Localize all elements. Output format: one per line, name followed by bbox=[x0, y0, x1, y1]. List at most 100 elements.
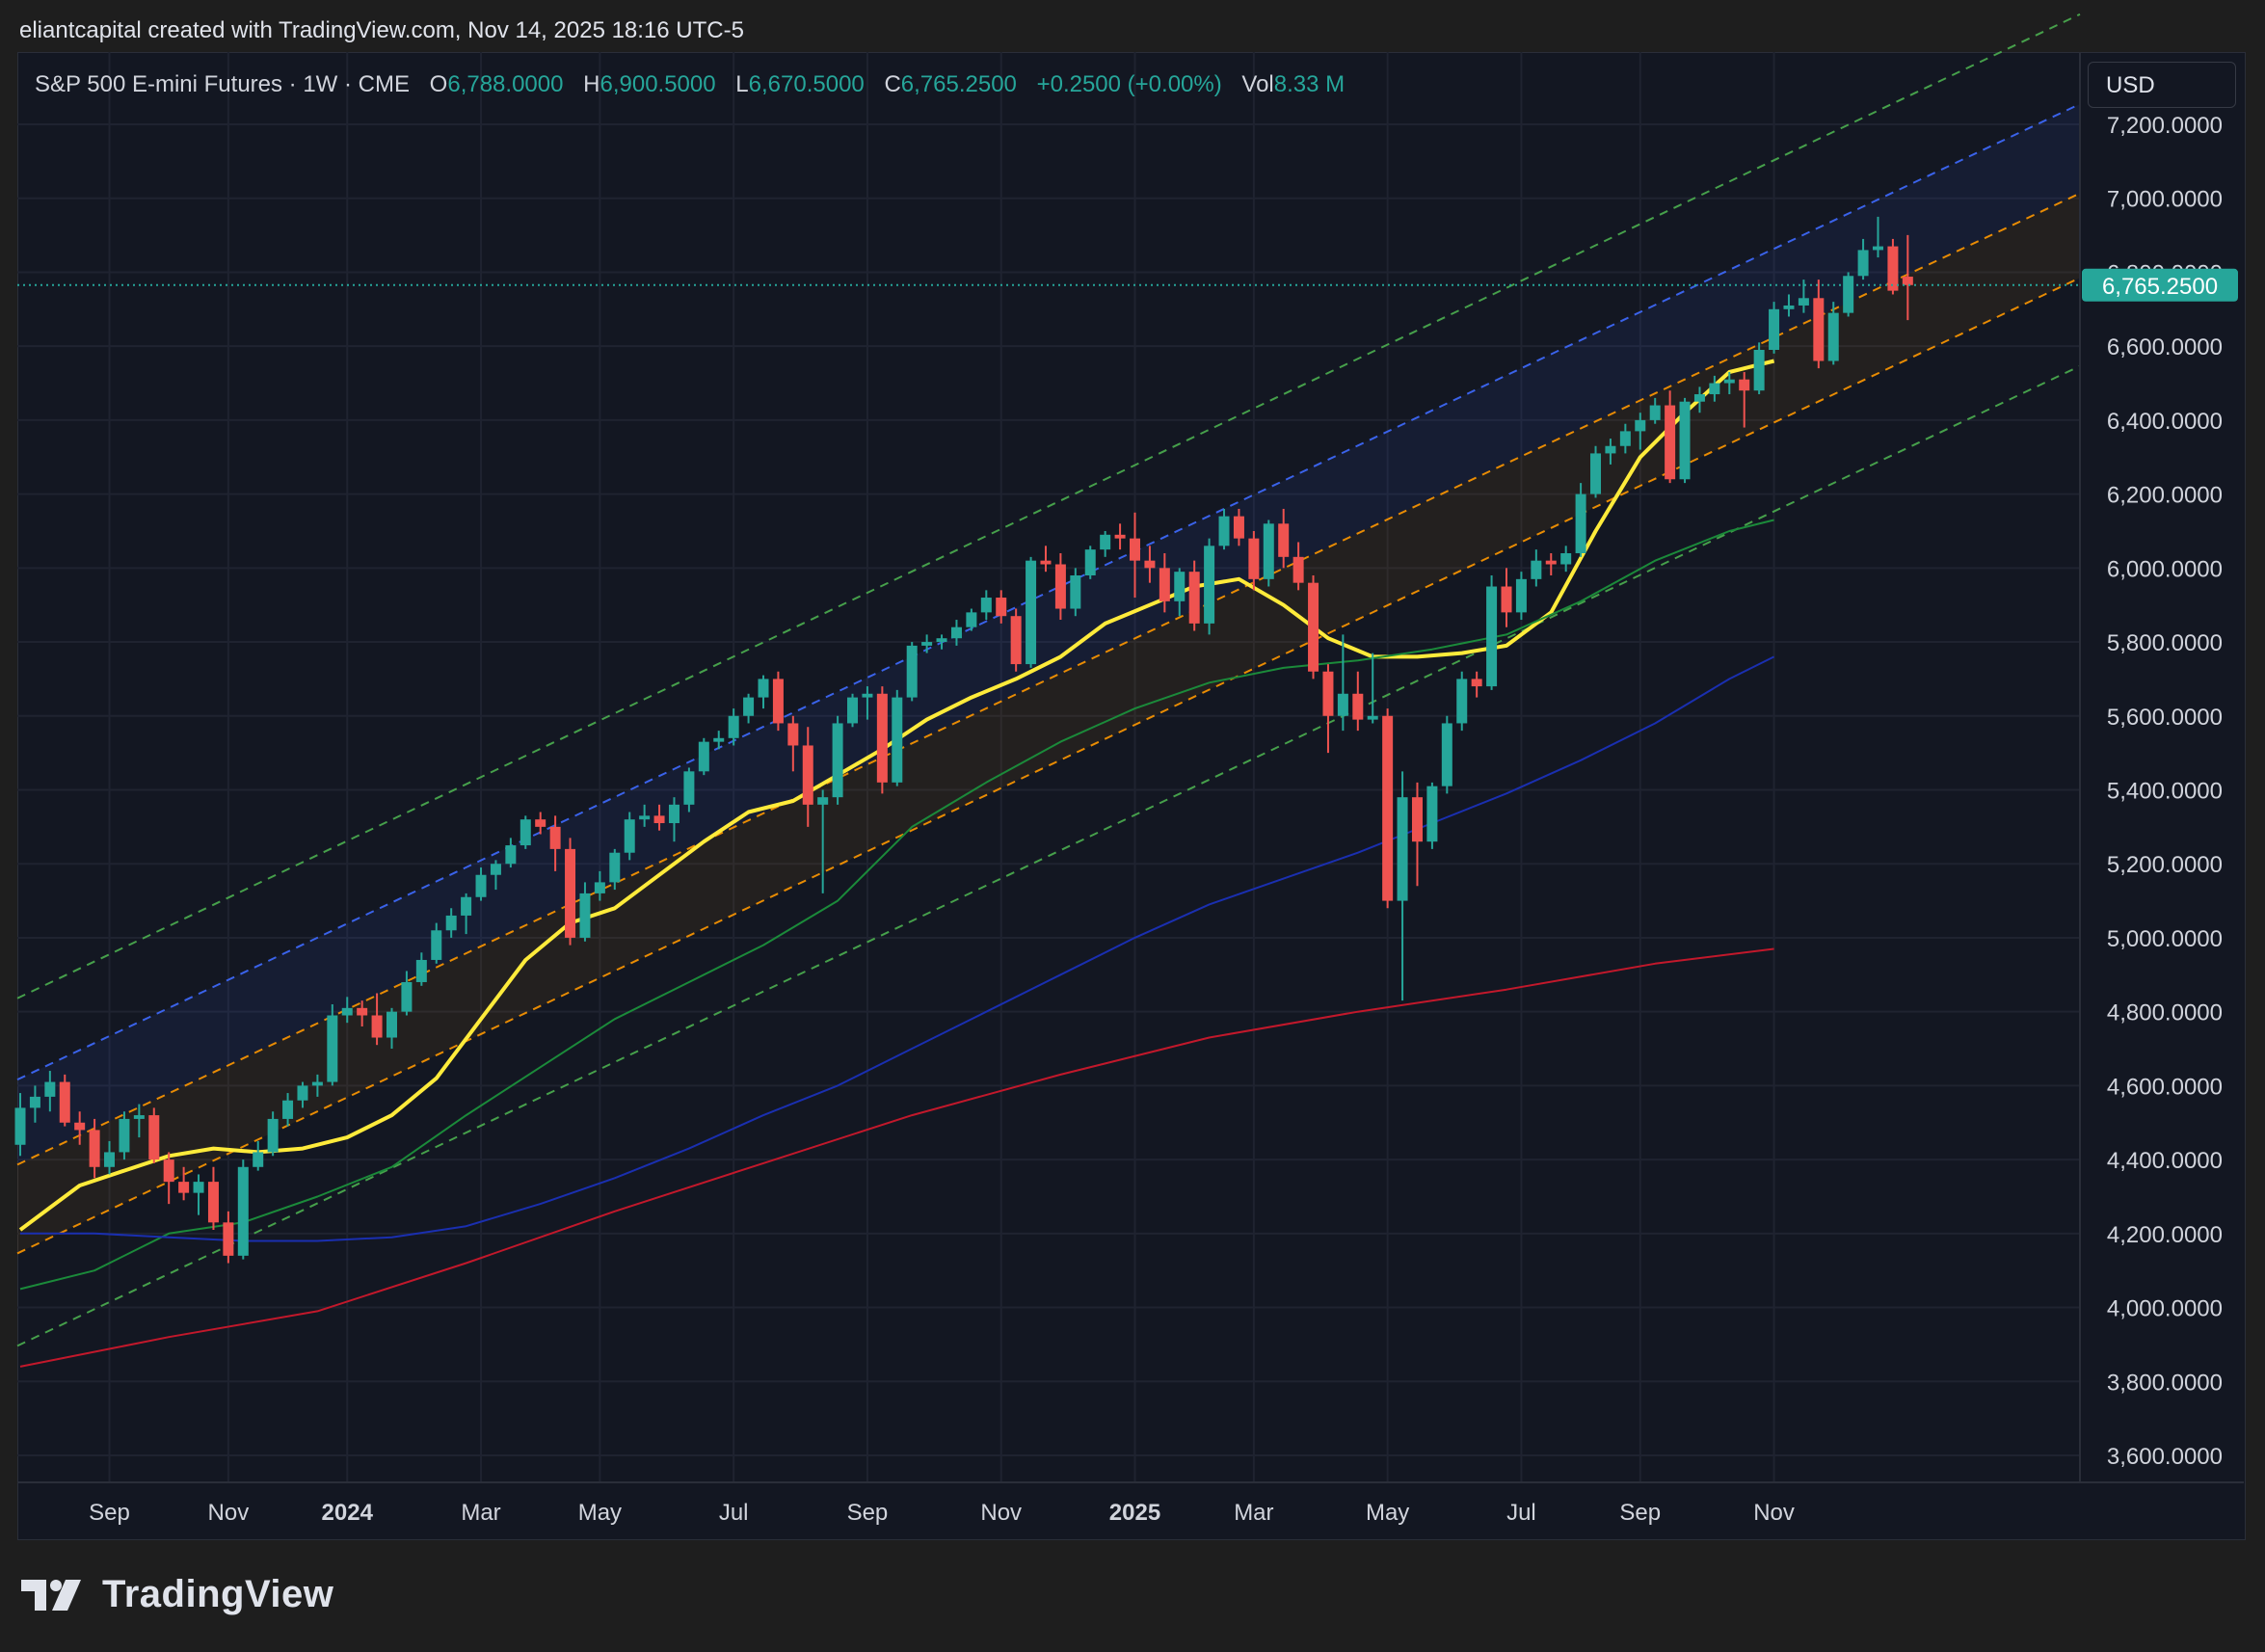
open-value: 6,788.0000 bbox=[447, 71, 564, 97]
candle-body bbox=[193, 1182, 204, 1193]
candle-body bbox=[1218, 516, 1230, 546]
y-axis-label: 4,600.0000 bbox=[2107, 1074, 2223, 1100]
candle-body bbox=[1827, 312, 1839, 361]
candle-body bbox=[772, 679, 784, 724]
candle-body bbox=[29, 1096, 40, 1108]
candle-body bbox=[1382, 715, 1394, 901]
y-axis-label: 6,600.0000 bbox=[2107, 334, 2223, 360]
candle-body bbox=[1130, 538, 1140, 561]
candle-body bbox=[1292, 556, 1304, 583]
candle-body bbox=[921, 642, 933, 646]
candle-body bbox=[966, 612, 977, 627]
open-label: O bbox=[429, 71, 448, 97]
y-axis-label: 4,000.0000 bbox=[2107, 1296, 2223, 1322]
y-axis-label: 6,400.0000 bbox=[2107, 409, 2223, 435]
candle-body bbox=[431, 930, 442, 960]
chart-caption: eliantcapital created with TradingView.c… bbox=[19, 17, 744, 43]
candle-body bbox=[1144, 560, 1156, 569]
candle-body bbox=[609, 852, 621, 883]
candle-body bbox=[267, 1118, 279, 1153]
volume-value: 8.33 M bbox=[1273, 71, 1346, 97]
candle-body bbox=[1798, 298, 1809, 306]
candle-body bbox=[876, 693, 888, 783]
candle-body bbox=[1531, 560, 1542, 579]
candle-body bbox=[683, 771, 695, 805]
candle-body bbox=[490, 864, 501, 875]
candle-body bbox=[1352, 693, 1364, 720]
candle-body bbox=[371, 1015, 383, 1038]
candle-body bbox=[950, 626, 962, 639]
candle-body bbox=[1887, 246, 1899, 291]
candle-body bbox=[59, 1081, 70, 1123]
candle-body bbox=[1813, 298, 1825, 361]
y-axis-label: 4,400.0000 bbox=[2107, 1148, 2223, 1174]
candle-body bbox=[743, 697, 755, 716]
candle-body bbox=[758, 679, 769, 698]
y-axis-label: 7,200.0000 bbox=[2107, 113, 2223, 139]
candle-body bbox=[1649, 405, 1661, 420]
x-axis-label: Nov bbox=[980, 1500, 1022, 1526]
low-label: L bbox=[735, 71, 749, 97]
candle-body bbox=[341, 1007, 353, 1016]
y-axis-label: 7,000.0000 bbox=[2107, 187, 2223, 213]
candle-body bbox=[1739, 379, 1750, 391]
candle-body bbox=[1159, 568, 1170, 601]
candle-body bbox=[1263, 523, 1274, 579]
y-axis-label: 5,400.0000 bbox=[2107, 779, 2223, 805]
symbol-legend: S&P 500 E-mini Futures · 1W · CME O6,788… bbox=[35, 71, 1345, 98]
moving-average-3 bbox=[19, 947, 1774, 1368]
candle-body bbox=[1843, 276, 1854, 313]
candle-body bbox=[892, 697, 903, 783]
candle-body bbox=[357, 1007, 368, 1016]
candle-body bbox=[445, 915, 457, 931]
last-price-tag: 6,765.2500 bbox=[2082, 268, 2238, 302]
candle-body bbox=[1308, 582, 1319, 672]
x-axis-label: Mar bbox=[461, 1500, 500, 1526]
x-axis-label: Mar bbox=[1234, 1500, 1273, 1526]
candle-body bbox=[1590, 453, 1602, 494]
candle-body bbox=[14, 1107, 26, 1145]
candle-body bbox=[44, 1081, 56, 1097]
channel-band-upper bbox=[17, 103, 2080, 1165]
tradingview-logo[interactable]: TradingView bbox=[21, 1573, 333, 1616]
x-axis-label: May bbox=[578, 1500, 622, 1526]
moving-average-1 bbox=[19, 519, 1774, 1291]
channel-band-middle bbox=[17, 193, 2080, 1254]
currency-button[interactable]: USD bbox=[2088, 62, 2236, 108]
y-axis-label: 4,200.0000 bbox=[2107, 1222, 2223, 1248]
candle-body bbox=[1010, 616, 1022, 665]
candle-body bbox=[520, 819, 531, 846]
x-axis-label: Sep bbox=[847, 1500, 889, 1526]
candle-body bbox=[89, 1130, 100, 1167]
candle-body bbox=[1575, 493, 1586, 553]
candle-body bbox=[1665, 405, 1676, 480]
candle-body bbox=[817, 797, 829, 805]
close-value: 6,765.2500 bbox=[900, 71, 1017, 97]
candle-body bbox=[1204, 546, 1215, 624]
candle-body bbox=[1322, 671, 1334, 716]
candle-body bbox=[1515, 578, 1527, 613]
candle-body bbox=[223, 1222, 234, 1256]
candle-body bbox=[787, 723, 799, 746]
candle-body bbox=[980, 598, 992, 613]
candle-body bbox=[1174, 572, 1186, 601]
candle-body bbox=[119, 1118, 130, 1153]
candle-body bbox=[1441, 723, 1452, 786]
candle-body bbox=[163, 1159, 174, 1183]
moving-average-2 bbox=[20, 655, 1775, 1242]
symbol-name: S&P 500 E-mini Futures · 1W · CME bbox=[35, 71, 410, 97]
candle-body bbox=[579, 893, 591, 938]
candle-body bbox=[1278, 523, 1290, 557]
candle-body bbox=[713, 737, 725, 742]
x-axis-label: Jul bbox=[1506, 1500, 1536, 1526]
candle-body bbox=[148, 1115, 160, 1160]
candle-body bbox=[1471, 679, 1482, 687]
candle-body bbox=[104, 1152, 116, 1167]
candle-body bbox=[1560, 552, 1572, 565]
candle-body bbox=[1456, 679, 1468, 724]
candle-body bbox=[1114, 534, 1126, 539]
candle-body bbox=[401, 981, 413, 1012]
x-axis-label: Sep bbox=[1619, 1500, 1661, 1526]
chart-frame[interactable] bbox=[17, 52, 2246, 1540]
